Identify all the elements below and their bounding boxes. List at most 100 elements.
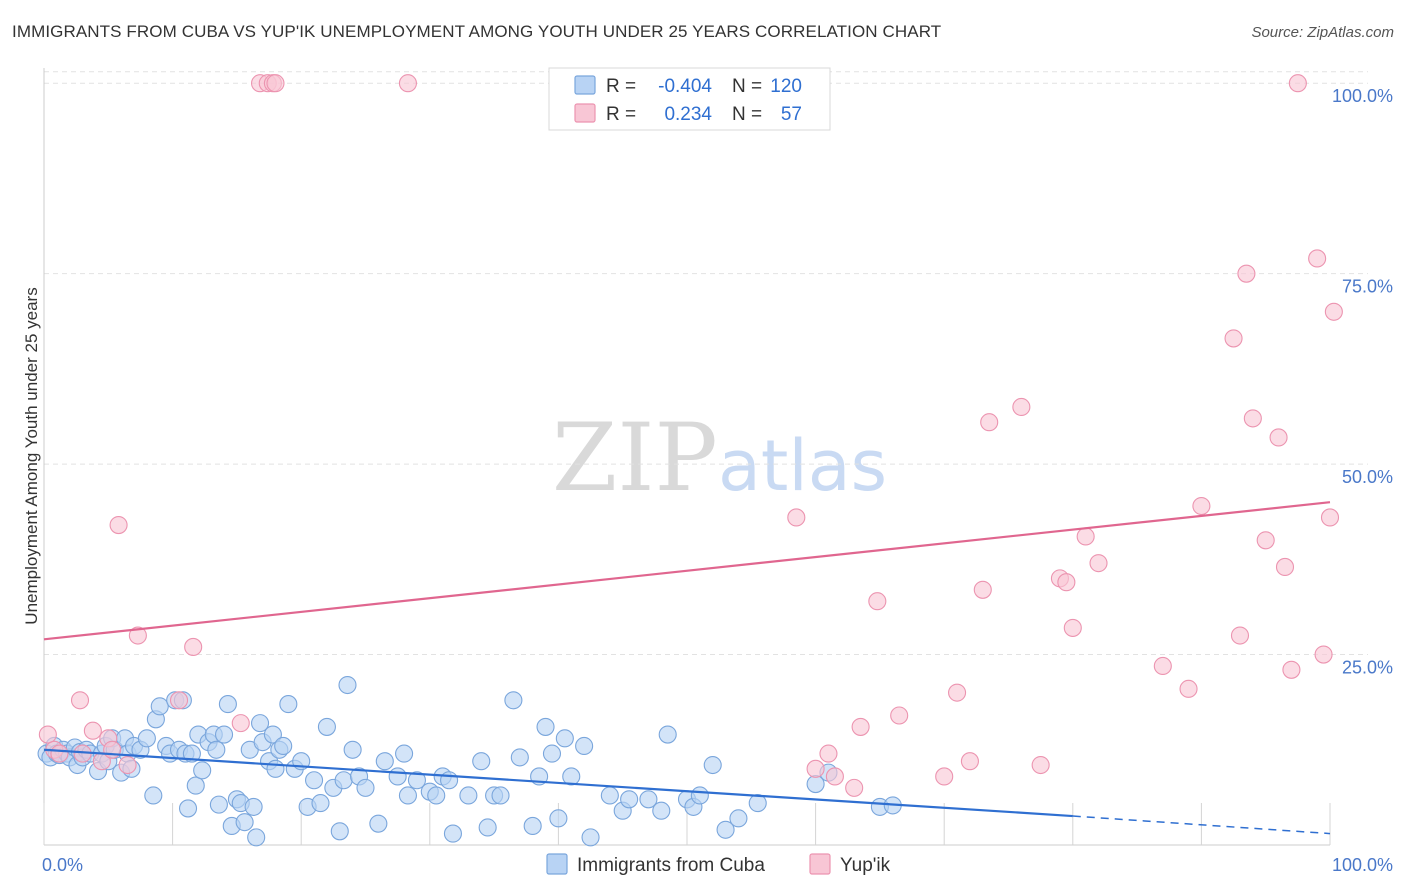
cuba-point-38 — [186, 776, 205, 795]
yupik-point-2 — [50, 744, 69, 763]
yupik-point-48 — [1269, 428, 1288, 447]
cuba-point-74 — [356, 778, 375, 797]
yupik-point-38 — [1076, 527, 1095, 546]
cuba-point-57 — [263, 725, 282, 744]
yupik-point-24 — [845, 778, 864, 797]
legend-box — [548, 67, 831, 131]
legend-n-value-yupik: 57 — [781, 104, 802, 125]
y-axis-label: Unemployment Among Youth under 25 years — [22, 287, 41, 624]
y-tick-label-0: 25.0% — [1342, 658, 1393, 678]
yupik-point-29 — [948, 683, 967, 702]
cuba-point-111 — [703, 755, 722, 775]
yupik-point-37 — [1063, 618, 1082, 637]
trend-lines — [43, 501, 1331, 835]
yupik-point-10 — [118, 755, 137, 775]
cuba-point-44 — [209, 795, 228, 814]
yupik-point-42 — [1192, 496, 1211, 516]
cuba-point-52 — [244, 797, 263, 816]
yupik-point-25 — [851, 717, 870, 736]
yupik-point-54 — [1320, 508, 1340, 527]
cuba-point-40 — [193, 761, 212, 780]
cuba-point-29 — [150, 697, 169, 716]
yupik-point-36 — [1057, 573, 1076, 592]
watermark-atlas: atlas — [718, 425, 887, 507]
yupik-point-51 — [1288, 74, 1307, 93]
trend-line-cuba — [43, 748, 1073, 818]
cuba-point-82 — [427, 786, 446, 805]
x-tick-label-1: 100.0% — [1332, 855, 1393, 875]
yupik-point-39 — [1089, 554, 1108, 573]
series-cuba-points — [37, 675, 902, 847]
cuba-point-71 — [338, 675, 357, 695]
cuba-point-114 — [748, 794, 767, 813]
cuba-point-102 — [600, 786, 619, 805]
cuba-point-61 — [279, 695, 298, 714]
y-tick-label-3: 100.0% — [1332, 86, 1393, 106]
yupik-point-9 — [109, 516, 128, 535]
cuba-point-27 — [144, 786, 163, 805]
legend-r-label-yupik: R = — [606, 104, 636, 125]
yupik-point-20 — [787, 508, 806, 527]
cuba-point-80 — [407, 771, 426, 790]
cuba-point-50 — [235, 813, 254, 832]
yupik-point-31 — [973, 580, 992, 599]
cuba-point-79 — [398, 786, 417, 805]
legend-n-value-cuba: 120 — [770, 76, 802, 97]
cuba-point-87 — [472, 752, 491, 771]
cuba-point-95 — [536, 717, 555, 736]
cuba-point-100 — [575, 736, 594, 756]
yupik-point-19 — [398, 74, 417, 93]
cuba-point-97 — [549, 809, 568, 828]
cuba-point-67 — [317, 717, 336, 736]
x-tick-labels: 0.0% 100.0% — [42, 855, 1393, 875]
yupik-point-23 — [825, 767, 844, 786]
y-tick-label-2: 75.0% — [1342, 277, 1393, 297]
yupik-point-53 — [1314, 645, 1333, 664]
cuba-point-92 — [510, 748, 529, 767]
y-tick-label-1: 50.0% — [1342, 467, 1393, 487]
cuba-point-66 — [311, 794, 330, 813]
cuba-point-86 — [459, 786, 478, 805]
yupik-point-28 — [935, 767, 954, 786]
yupik-point-34 — [1031, 755, 1050, 775]
cuba-point-84 — [440, 771, 459, 790]
yupik-point-11 — [128, 626, 147, 645]
cuba-point-105 — [639, 790, 658, 809]
legend-r-value-cuba: -0.404 — [658, 76, 712, 97]
cuba-point-112 — [716, 820, 735, 839]
legend-n-label-cuba: N = — [732, 76, 762, 97]
cuba-point-69 — [330, 822, 349, 841]
yupik-point-47 — [1256, 531, 1275, 550]
cuba-point-72 — [343, 740, 362, 759]
yupik-point-27 — [890, 706, 909, 725]
cuba-point-110 — [690, 786, 709, 805]
yupik-point-8 — [103, 740, 122, 759]
cuba-point-54 — [250, 714, 270, 733]
legend-r-label-cuba: R = — [606, 76, 636, 97]
bottom-legend-label-yupik: Yup'ik — [840, 855, 891, 876]
yupik-point-26 — [868, 592, 887, 611]
y-tick-labels: 25.0% 50.0% 75.0% 100.0% — [1332, 86, 1393, 677]
yupik-point-44 — [1230, 626, 1250, 645]
cuba-point-93 — [523, 816, 542, 836]
cuba-point-106 — [652, 801, 671, 820]
source-label: Source: ZipAtlas.com — [1251, 24, 1394, 41]
yupik-point-30 — [960, 752, 979, 771]
cuba-point-78 — [395, 744, 414, 763]
cuba-point-101 — [581, 828, 600, 847]
yupik-point-21 — [806, 759, 825, 778]
legend-r-value-yupik: 0.234 — [664, 104, 712, 125]
cuba-point-77 — [388, 767, 407, 786]
chart-title: IMMIGRANTS FROM CUBA VS YUP'IK UNEMPLOYM… — [12, 22, 942, 41]
yupik-point-18 — [266, 74, 285, 93]
cuba-point-36 — [178, 799, 198, 818]
yupik-point-49 — [1275, 557, 1295, 577]
cuba-point-98 — [555, 729, 574, 748]
cuba-point-43 — [207, 740, 226, 759]
cuba-point-104 — [620, 790, 639, 809]
yupik-point-40 — [1153, 656, 1172, 676]
series-legend: Immigrants from Cuba Yup'ik — [546, 853, 891, 876]
yupik-point-5 — [83, 721, 102, 740]
yupik-point-12 — [169, 691, 189, 710]
